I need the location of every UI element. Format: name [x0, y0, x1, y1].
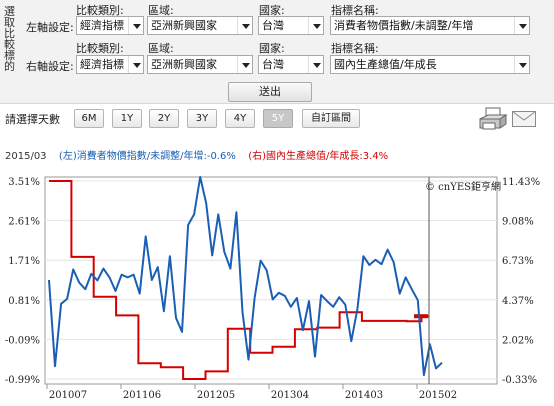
- comparison-settings-panel: 選取比較標的 比較類別: 區域: 國家: 指標名稱: 左軸設定: 經濟指標 亞洲…: [0, 0, 554, 104]
- range-1y-button[interactable]: 1Y: [112, 109, 142, 128]
- right-region-select[interactable]: 亞洲新興國家: [147, 55, 253, 74]
- side-label: 選取比較標的: [4, 5, 15, 73]
- right-indicator-header: 指標名稱:: [331, 42, 379, 55]
- range-4y-button[interactable]: 4Y: [225, 109, 255, 128]
- range-selector: 請選擇天數 6M 1Y 2Y 3Y 4Y 5Y 自訂區間: [0, 106, 554, 134]
- left-tick-label: 1.71%: [8, 256, 40, 267]
- x-tick-label: 201007: [49, 390, 87, 401]
- right-country-header: 國家:: [259, 42, 285, 55]
- left-indicator-select[interactable]: 消費者物價指數/未調整/年增: [330, 16, 530, 35]
- range-label: 請選擇天數: [5, 113, 60, 126]
- legend-right-series: (右)國內生產總值/年成長:3.4%: [248, 151, 389, 162]
- x-tick-label: 201106: [123, 390, 161, 401]
- right-series-line: [49, 180, 429, 380]
- right-country-value: 台灣: [262, 58, 284, 71]
- left-indicator-header: 指標名稱:: [331, 4, 379, 17]
- chevron-down-icon: [514, 56, 529, 73]
- legend-date: 2015/03: [5, 151, 47, 162]
- left-tick-label: -0.99%: [5, 375, 40, 386]
- right-region-header: 區域:: [148, 42, 174, 55]
- left-tick-label: 0.81%: [8, 296, 40, 307]
- mail-icon[interactable]: [512, 111, 536, 127]
- chevron-down-icon: [128, 17, 143, 34]
- left-tick-label: 3.51%: [8, 177, 40, 188]
- printer-icon[interactable]: [478, 107, 508, 131]
- chevron-down-icon: [308, 17, 323, 34]
- right-tick-label: 2.02%: [502, 335, 534, 346]
- left-region-header: 區域:: [148, 4, 174, 17]
- range-5y-button[interactable]: 5Y: [263, 109, 293, 128]
- right-indicator-select[interactable]: 國內生產總值/年成長: [330, 55, 530, 74]
- right-tick-label: 4.37%: [502, 296, 534, 307]
- right-series-layer: [49, 180, 429, 380]
- left-country-value: 台灣: [262, 19, 284, 32]
- comparison-chart: 3.51% 2.61% 1.71% 0.81% -0.09% -0.99% 11.43% 9…: [5, 176, 540, 401]
- left-region-value: 亞洲新興國家: [151, 19, 217, 32]
- right-tick-label: 9.08%: [502, 217, 534, 228]
- right-series-marker: [414, 314, 428, 319]
- range-6m-button[interactable]: 6M: [74, 109, 104, 128]
- left-series-line: [48, 176, 443, 376]
- range-2y-button[interactable]: 2Y: [149, 109, 179, 128]
- left-region-select[interactable]: 亞洲新興國家: [147, 16, 253, 35]
- chevron-down-icon: [308, 56, 323, 73]
- chart-legend: 2015/03 (左)消費者物價指數/未調整/年增:-0.6% (右)國內生產總…: [5, 147, 388, 162]
- right-axis-label: 右軸設定:: [26, 60, 74, 73]
- right-tick-label: 11.43%: [502, 177, 540, 188]
- x-tick-label: 201403: [345, 390, 383, 401]
- chevron-down-icon: [237, 56, 252, 73]
- left-axis-label: 左軸設定:: [26, 21, 74, 34]
- left-compare-type-value: 經濟指標: [80, 19, 124, 32]
- x-tick-label: 201205: [197, 390, 235, 401]
- right-region-value: 亞洲新興國家: [151, 58, 217, 71]
- x-tick-label: 201502: [419, 390, 457, 401]
- left-compare-type-header: 比較類別:: [76, 4, 124, 17]
- left-series-layer: [48, 176, 443, 376]
- left-compare-type-select[interactable]: 經濟指標: [76, 16, 144, 35]
- legend-left-series: (左)消費者物價指數/未調整/年增:-0.6%: [58, 151, 236, 162]
- x-tick-label: 201304: [271, 390, 309, 401]
- left-axis-ticks: 3.51% 2.61% 1.71% 0.81% -0.09% -0.99%: [5, 177, 40, 386]
- right-compare-type-value: 經濟指標: [80, 58, 124, 71]
- chevron-down-icon: [514, 17, 529, 34]
- range-3y-button[interactable]: 3Y: [187, 109, 217, 128]
- left-tick-label: 2.61%: [8, 217, 40, 228]
- right-tick-label: -0.33%: [502, 375, 537, 386]
- left-country-header: 國家:: [259, 4, 285, 17]
- submit-button[interactable]: 送出: [228, 82, 312, 102]
- right-compare-type-header: 比較類別:: [76, 42, 124, 55]
- chevron-down-icon: [128, 56, 143, 73]
- left-country-select[interactable]: 台灣: [258, 16, 324, 35]
- right-compare-type-select[interactable]: 經濟指標: [76, 55, 144, 74]
- chevron-down-icon: [237, 17, 252, 34]
- left-tick-label: -0.09%: [5, 335, 40, 346]
- watermark: © cnYES鉅亨網: [425, 180, 501, 193]
- right-tick-label: 6.73%: [502, 256, 534, 267]
- right-country-select[interactable]: 台灣: [258, 55, 324, 74]
- x-axis-ticks: 201007 201106 201205 201304 201403 201502: [46, 384, 457, 401]
- custom-range-button[interactable]: 自訂區間: [302, 109, 360, 128]
- right-axis-ticks: 11.43% 9.08% 6.73% 4.37% 2.02% -0.33%: [502, 177, 540, 386]
- right-indicator-value: 國內生產總值/年成長: [334, 58, 437, 71]
- left-indicator-value: 消費者物價指數/未調整/年增: [334, 19, 474, 32]
